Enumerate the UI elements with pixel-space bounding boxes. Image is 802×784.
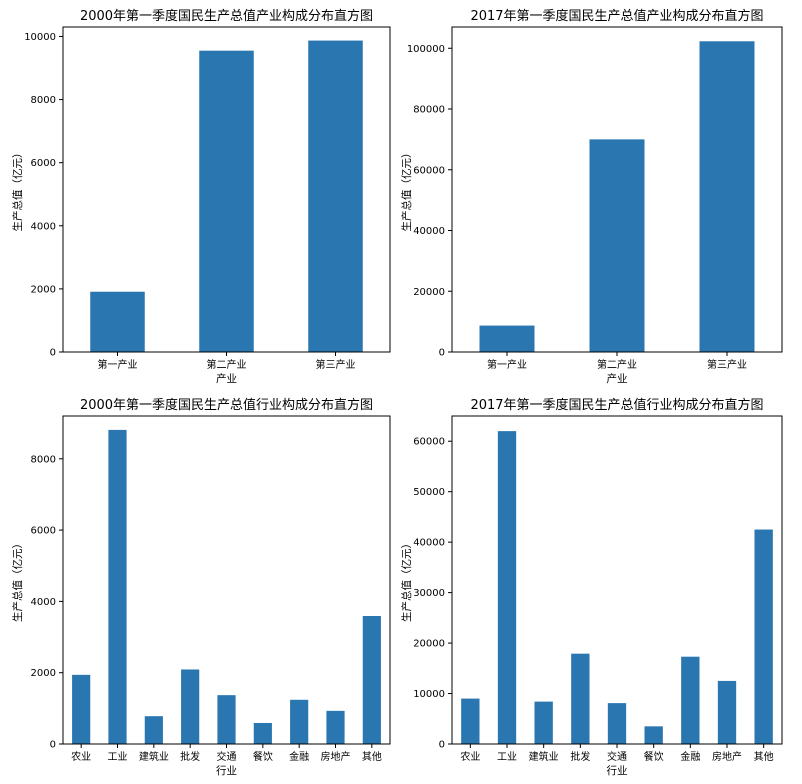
y-tick-label: 60000 — [413, 165, 445, 176]
x-tick-label: 农业 — [460, 750, 480, 763]
x-tick-label: 金融 — [680, 750, 700, 763]
bar-7 — [681, 656, 700, 744]
bar-5 — [217, 695, 236, 744]
bar-9 — [362, 616, 381, 744]
x-tick-label: 餐饮 — [644, 750, 664, 763]
y-tick-label: 10000 — [413, 689, 445, 700]
bar-2 — [497, 431, 517, 744]
y-tick-label: 8000 — [31, 454, 56, 465]
bar-8 — [717, 680, 737, 744]
y-tick-label: 8000 — [31, 95, 56, 106]
y-tick-label: 10000 — [24, 32, 56, 43]
bar-8 — [326, 710, 345, 744]
y-tick-label: 2000 — [31, 284, 56, 295]
bar-2 — [199, 50, 254, 353]
y-tick-label: 100000 — [407, 44, 445, 55]
bar-1 — [461, 698, 480, 744]
bar-9 — [754, 529, 773, 744]
bar-1 — [479, 325, 535, 352]
y-tick-label: 0 — [50, 348, 56, 359]
x-tick-label: 农业 — [71, 750, 91, 763]
x-tick-label: 房地产 — [712, 750, 742, 763]
chart-2: 0 2000 4000 6000 8000 农业 工业 建筑业 批发 交通 餐饮 金融 房地产 其他 200… — [11, 397, 391, 777]
x-tick-label: 金融 — [289, 750, 309, 763]
y-axis-label: 生产总值（亿元） — [11, 148, 24, 232]
bar-2 — [589, 139, 645, 352]
x-axis-label: 产业 — [216, 372, 237, 385]
y-tick-label: 4000 — [31, 597, 56, 608]
bar-3 — [308, 40, 363, 352]
y-tick-label: 20000 — [413, 639, 445, 650]
x-axis-label: 产业 — [607, 372, 628, 385]
x-tick-label: 房地产 — [321, 750, 351, 763]
x-tick-label: 第三产业 — [707, 358, 747, 371]
chart-3: 0 10000 20000 30000 40000 50000 60000 农业 工业 建筑业 批发… — [400, 397, 783, 777]
chart-title: 2017年第一季度国民生产总值产业构成分布直方图 — [470, 8, 763, 24]
y-axis-label: 生产总值（亿元） — [400, 538, 413, 622]
x-axis-label: 行业 — [216, 764, 237, 777]
y-tick-label: 6000 — [31, 158, 56, 169]
chart-0: 0 2000 4000 6000 8000 10000 第一产业 第二产业 第三产业 2000年第… — [11, 8, 391, 385]
x-tick-label: 批发 — [570, 750, 590, 763]
y-tick-label: 0 — [50, 740, 56, 751]
x-tick-label: 工业 — [497, 751, 517, 763]
bar-1 — [72, 674, 91, 744]
bar-1 — [90, 291, 145, 352]
bar-6 — [253, 722, 272, 744]
x-tick-label: 第二产业 — [597, 358, 637, 371]
chart-1: 0 20000 40000 60000 80000 100000 第一产业 第二产业 第三产业 2… — [400, 8, 783, 385]
x-tick-label: 交通 — [607, 750, 627, 763]
x-tick-label: 工业 — [108, 751, 128, 763]
y-tick-label: 60000 — [413, 437, 445, 448]
chart-title: 2000年第一季度国民生产总值产业构成分布直方图 — [80, 8, 373, 24]
y-tick-label: 40000 — [413, 538, 445, 549]
x-tick-label: 建筑业 — [139, 750, 169, 763]
x-tick-label: 其他 — [362, 750, 382, 763]
y-tick-label: 4000 — [31, 221, 56, 232]
y-tick-label: 40000 — [413, 226, 445, 237]
x-tick-label: 第一产业 — [487, 358, 527, 371]
bar-7 — [290, 699, 309, 744]
bar-3 — [144, 716, 163, 744]
x-axis-label: 行业 — [607, 764, 628, 777]
x-tick-label: 餐饮 — [253, 750, 273, 763]
chart-title: 2017年第一季度国民生产总值行业构成分布直方图 — [470, 397, 763, 413]
y-tick-label: 6000 — [31, 526, 56, 537]
x-tick-label: 建筑业 — [529, 750, 559, 763]
y-tick-label: 80000 — [413, 105, 445, 116]
x-tick-label: 第二产业 — [207, 358, 247, 371]
y-axis-label: 生产总值（亿元） — [400, 148, 413, 232]
y-tick-label: 50000 — [413, 487, 445, 498]
y-tick-label: 0 — [439, 348, 445, 359]
x-tick-label: 第一产业 — [98, 358, 138, 371]
bar-5 — [607, 703, 627, 744]
y-tick-label: 0 — [439, 740, 445, 751]
bar-2 — [108, 429, 127, 744]
y-tick-label: 30000 — [413, 588, 445, 599]
x-tick-label: 其他 — [754, 750, 774, 763]
x-tick-label: 第三产业 — [316, 358, 356, 371]
chart-title: 2000年第一季度国民生产总值行业构成分布直方图 — [80, 397, 373, 413]
y-tick-label: 20000 — [413, 287, 445, 298]
x-tick-label: 交通 — [217, 750, 237, 763]
bar-4 — [181, 669, 200, 744]
y-tick-label: 2000 — [31, 668, 56, 679]
bar-6 — [644, 726, 663, 744]
bar-3 — [699, 41, 755, 353]
y-axis-label: 生产总值（亿元） — [11, 538, 24, 622]
bar-3 — [534, 701, 553, 744]
bar-4 — [571, 653, 590, 744]
x-tick-label: 批发 — [180, 750, 200, 763]
